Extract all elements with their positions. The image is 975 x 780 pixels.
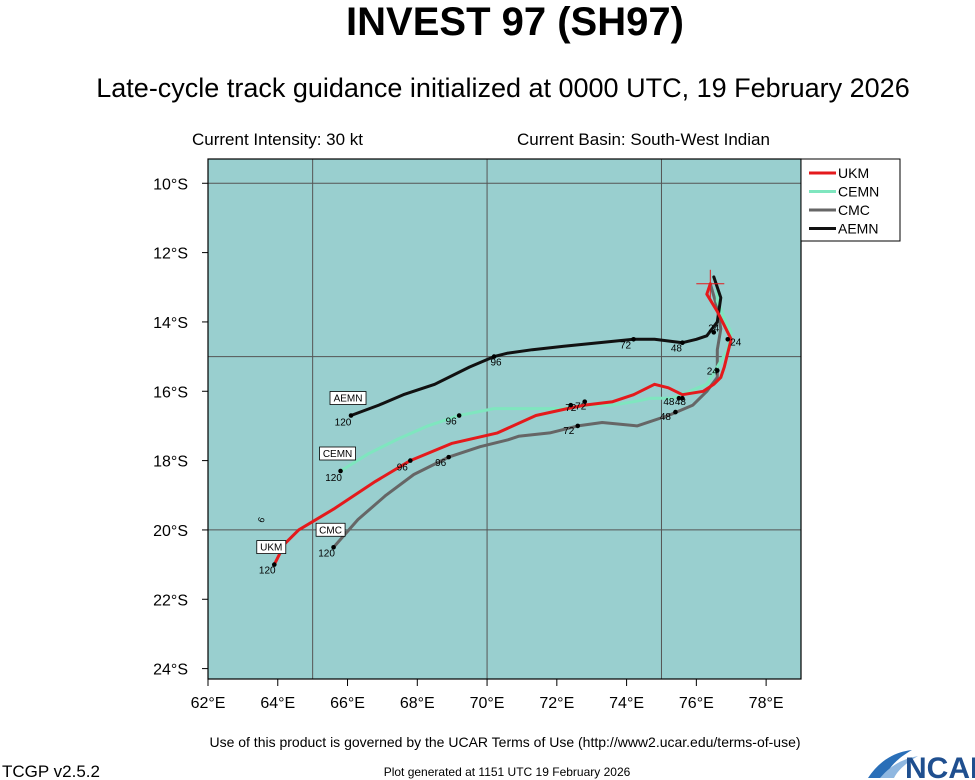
legend-label-aemn: AEMN [838,221,878,237]
y-tick-label: 14°S [153,315,188,332]
current-intensity: Current Intensity: 30 kt [192,130,363,149]
y-tick-label: 18°S [153,454,188,471]
model-end-labels: CMC CEMN AEMN UKM [256,391,367,554]
ocean-background [207,158,802,680]
ncar-swoosh-icon [868,750,912,778]
terms-of-use: Use of this product is governed by the U… [209,734,800,750]
marker-dot-ukm [582,399,588,404]
plot-frame [207,158,802,680]
x-tick-label: 78°E [749,695,784,712]
forecast-hour-label: 120 [325,473,342,484]
track-cmc [332,282,723,549]
y-tick-label: 10°S [153,176,188,193]
marker-dot-aemn [348,413,354,418]
forecast-hour-label: 72 [620,340,632,351]
x-tick-label: 66°E [330,695,365,712]
forecast-hour-markers: 24 48 72 96 120 48 72 96 120 24 48 72 96 120 24 48 72 96 1… [259,323,742,576]
forecast-hour-label: 48 [663,397,675,408]
legend-label-ukm: UKM [838,165,869,181]
marker-dot-aemn [680,340,685,346]
forecast-hour-label: 24 [707,366,719,377]
marker-dot-cmc [331,544,336,550]
marker-dot-aemn [631,336,636,342]
marker-dot-aemn [711,330,717,335]
end-label-cmc: CMC [319,525,342,536]
chart-subtitle: Late-cycle track guidance initialized at… [96,73,909,103]
forecast-hour-label: 120 [259,566,276,577]
current-basin: Current Basin: South-West Indian [517,130,770,149]
x-axis: 62°E 64°E 66°E 68°E 70°E 72°E 74°E 76°E 78°E [191,679,784,712]
small-marker-label: 6 [256,516,267,524]
marker-dot-ukm [408,458,413,463]
y-axis: 10°S 12°S 14°S 16°S 18°S 20°S 22°S 24°S [153,176,208,679]
chart-title: INVEST 97 (SH97) [346,0,684,44]
y-tick-label: 20°S [153,523,188,540]
y-tick-label: 16°S [153,384,188,401]
y-tick-label: 24°S [153,662,188,679]
forecast-hour-label: 120 [318,548,335,559]
y-tick-label: 22°S [153,592,188,609]
ncar-logo-text: NCAR [905,752,975,780]
marker-dot-cemn [676,395,682,401]
legend-label-cmc: CMC [838,202,870,218]
x-tick-label: 70°E [470,695,505,712]
forecast-hour-label: 24 [708,323,720,334]
end-label-box [329,391,367,405]
model-tracks [272,275,733,567]
ncar-swoosh-icon-2 [880,756,918,778]
forecast-hour-label: 48 [675,397,687,408]
track-ukm [272,282,733,567]
x-tick-label: 74°E [609,695,644,712]
forecast-hour-label: 96 [397,463,409,474]
forecast-hour-label: 72 [565,403,577,414]
x-tick-label: 72°E [539,695,574,712]
marker-dot-ukm [680,395,685,401]
end-label-cemn: CEMN [323,449,352,460]
forecast-hour-label: 96 [435,458,447,469]
tcgp-version: TCGP v2.5.2 [2,762,100,780]
end-label-box [319,446,356,461]
x-tick-label: 76°E [679,695,714,712]
marker-dot-cemn [338,468,343,474]
end-label-aemn: AEMN [334,394,363,405]
end-label-box [315,522,346,537]
plot-generated: Plot generated at 1151 UTC 19 February 2… [384,765,631,779]
marker-dot-aemn [491,354,497,359]
legend: UKM CEMN CMC AEMN [800,158,901,242]
forecast-hour-label: 96 [490,358,502,369]
y-tick-label: 12°S [153,246,188,263]
marker-dot-cmc [446,454,451,460]
marker-dot-cemn [456,413,462,418]
end-label-box [256,540,287,554]
current-position-marker: 6 [256,269,725,524]
marker-dot-ukm [271,562,277,567]
forecast-hour-label: 120 [335,418,352,429]
end-label-ukm: UKM [260,543,282,554]
forecast-hour-label: 24 [730,337,742,348]
track-aemn [349,275,723,417]
forecast-hour-label: 48 [660,412,672,423]
marker-dot-cmc [714,368,720,373]
legend-label-cemn: CEMN [838,184,879,200]
ncar-logo: NCAR [868,750,975,780]
x-tick-label: 68°E [400,695,435,712]
x-tick-label: 64°E [260,695,295,712]
forecast-hour-label: 96 [446,417,458,428]
marker-dot-cemn [568,402,574,408]
forecast-hour-label: 48 [671,344,683,355]
marker-dot-cmc [575,423,581,429]
forecast-hour-label: 72 [563,426,575,437]
marker-dot-ukm [725,336,731,342]
marker-dot-cmc [673,409,678,415]
forecast-hour-label: 72 [575,402,587,413]
x-tick-label: 62°E [191,695,226,712]
map-plot-area: 24 48 72 96 120 48 72 96 120 24 48 72 96 120 24 48 72 96 1… [153,158,802,712]
